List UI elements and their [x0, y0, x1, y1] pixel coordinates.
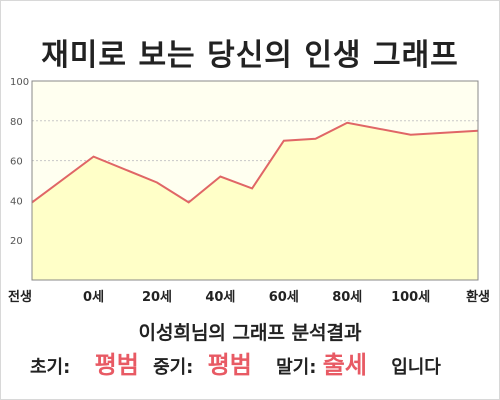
- late-stage-label: 말기:: [276, 357, 317, 378]
- x-tick-6: 100세: [391, 290, 430, 305]
- y-tick-80: 80: [10, 117, 23, 128]
- analysis-summary: 초기: 평범 중기: 평범 말기: 출세 입니다: [30, 345, 490, 380]
- middle-stage-value: 평범: [207, 351, 252, 379]
- x-tick-labels: 전생 0세 20세 40세 60세 80세 100세 환생: [8, 289, 490, 305]
- result-ending: 입니다: [391, 357, 441, 378]
- y-tick-60: 60: [10, 157, 23, 168]
- middle-stage-label: 중기:: [153, 357, 194, 378]
- life-line-series: [31, 121, 479, 204]
- analysis-title: 이성희님의 그래프 분석결과: [138, 322, 362, 344]
- y-tick-40: 40: [10, 196, 23, 207]
- plot-border: [31, 80, 479, 281]
- early-stage-value: 평범: [94, 351, 139, 379]
- x-tick-3: 40세: [205, 290, 235, 305]
- x-tick-2: 20세: [142, 290, 172, 305]
- page-title: 재미로 보는 당신의 인생 그래프: [41, 38, 459, 73]
- y-tick-100: 100: [10, 77, 29, 88]
- x-tick-7: 환생: [466, 289, 490, 305]
- late-stage-value: 출세: [322, 351, 367, 379]
- life-area-fill: [32, 122, 478, 280]
- x-tick-0: 전생: [8, 289, 32, 305]
- y-tick-20: 20: [10, 236, 23, 247]
- x-tick-1: 0세: [83, 290, 104, 305]
- y-tick-labels: 20 40 60 80 100: [10, 77, 29, 247]
- early-stage-label: 초기:: [30, 357, 71, 378]
- x-tick-5: 80세: [332, 290, 362, 305]
- x-tick-4: 60세: [269, 290, 299, 305]
